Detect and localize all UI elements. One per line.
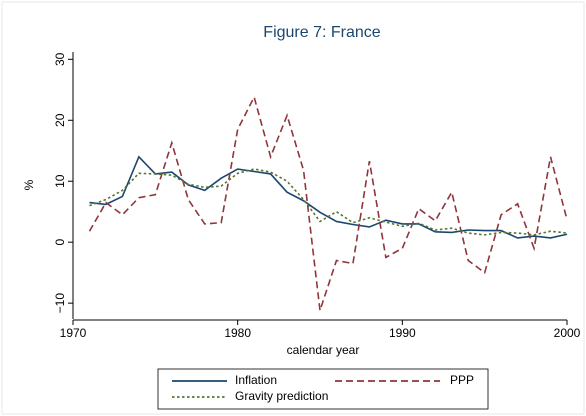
y-tick-label: 10 xyxy=(53,174,67,188)
legend-label: Gravity prediction xyxy=(235,389,328,403)
y-tick-label: 0 xyxy=(53,239,67,246)
legend xyxy=(157,368,489,410)
y-axis-label: % xyxy=(22,179,36,190)
y-tick-label: −10 xyxy=(53,293,67,314)
x-tick-label: 1980 xyxy=(224,326,251,340)
x-tick-label: 1990 xyxy=(389,326,416,340)
series-line xyxy=(89,168,568,236)
legend-label: PPP xyxy=(450,373,474,387)
x-tick-label: 2000 xyxy=(554,326,581,340)
x-axis-label: calendar year xyxy=(287,343,360,357)
x-tick-label: 1970 xyxy=(60,326,87,340)
y-tick-label: 20 xyxy=(53,113,67,127)
legend-label: Inflation xyxy=(235,373,277,387)
y-tick-label: 30 xyxy=(53,52,67,66)
series-line xyxy=(88,94,568,311)
chart-title: Figure 7: France xyxy=(263,24,380,41)
